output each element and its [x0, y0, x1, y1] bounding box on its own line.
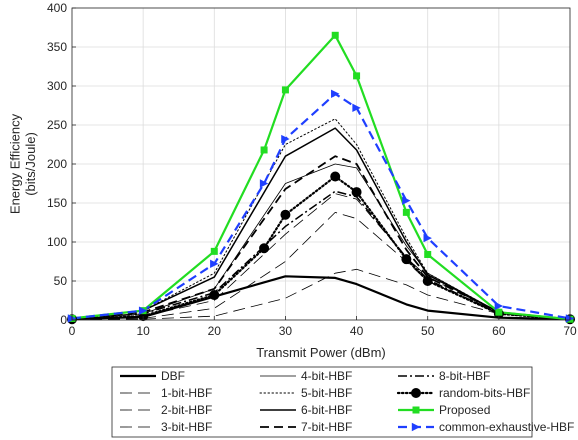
legend-box	[111, 366, 533, 438]
y-axis-label-line: Energy Efficiency	[7, 113, 22, 214]
legend-label: 2-bit-HBF	[161, 403, 212, 417]
data-point	[330, 171, 341, 182]
legend-label: 4-bit-HBF	[301, 369, 352, 383]
x-tick-label: 40	[350, 324, 364, 338]
x-tick-label: 50	[421, 324, 435, 338]
data-point	[259, 243, 270, 254]
data-point	[352, 103, 361, 113]
data-point	[260, 146, 268, 154]
series-line	[72, 268, 570, 320]
y-axis-label-line: (bits/Joule)	[23, 132, 38, 196]
legend-label: 8-bit-HBF	[439, 369, 490, 383]
legend-label: Proposed	[439, 403, 490, 417]
x-ticks: 0 10 20 30 40 50 60 70	[69, 316, 577, 338]
y-tick-label: 150	[47, 196, 67, 210]
series-layer	[72, 34, 570, 320]
y-tick-label: 350	[47, 40, 67, 54]
series-line	[72, 190, 570, 320]
data-point	[280, 209, 291, 220]
y-tick-label: 50	[54, 274, 68, 288]
data-point	[402, 196, 411, 205]
y-tick-label: 400	[47, 1, 67, 15]
data-point	[210, 247, 218, 255]
data-point	[331, 31, 339, 39]
x-tick-label: 20	[208, 324, 222, 338]
legend-label: random-bits-HBF	[439, 386, 530, 400]
series-line	[72, 127, 570, 320]
y-tick-label: 0	[60, 313, 67, 327]
data-point	[281, 134, 290, 144]
legend-marker	[412, 406, 420, 414]
y-ticks: 0 50 100 150 200 250 300 350 400	[47, 1, 76, 327]
data-point	[351, 187, 362, 198]
x-tick-label: 0	[69, 324, 76, 338]
legend-label: common-exhaustive-HBF	[439, 420, 574, 434]
data-point	[494, 301, 504, 311]
data-point	[259, 179, 269, 188]
data-point	[424, 250, 432, 258]
data-point	[422, 276, 433, 286]
y-axis-label: Energy Efficiency(bits/Joule)	[7, 113, 38, 214]
legend-label: 7-bit-HBF	[301, 420, 352, 434]
legend-marker	[411, 422, 421, 432]
y-tick-label: 200	[47, 157, 67, 171]
data-point	[138, 306, 148, 315]
legend-label: 3-bit-HBF	[161, 420, 212, 434]
legend-label: 5-bit-HBF	[301, 386, 352, 400]
x-tick-label: 10	[136, 324, 150, 338]
y-tick-label: 250	[47, 118, 67, 132]
x-axis-label: Transmit Power (dBm)	[256, 345, 386, 360]
legend-marker	[411, 388, 421, 398]
x-tick-label: 70	[563, 324, 577, 338]
data-point	[331, 89, 340, 98]
legend-label: 1-bit-HBF	[161, 386, 212, 400]
y-tick-label: 300	[47, 79, 67, 93]
data-point	[495, 308, 503, 316]
data-point	[401, 254, 412, 265]
data-point	[210, 259, 219, 269]
data-point	[281, 86, 289, 94]
legend: DBF 1-bit-HBF 2-bit-HBF 3-bit-HBF 4-bit-HBF 5…	[111, 366, 574, 438]
x-tick-label: 30	[279, 324, 293, 338]
data-point	[353, 72, 361, 80]
data-point	[209, 290, 220, 301]
legend-label: DBF	[161, 369, 185, 383]
data-point	[402, 208, 410, 216]
legend-label: 6-bit-HBF	[301, 403, 352, 417]
x-tick-label: 60	[492, 324, 506, 338]
data-point	[423, 233, 432, 243]
series-line	[72, 275, 570, 320]
series-line	[72, 155, 570, 320]
marker-layer	[67, 31, 575, 325]
y-tick-label: 100	[47, 235, 67, 249]
